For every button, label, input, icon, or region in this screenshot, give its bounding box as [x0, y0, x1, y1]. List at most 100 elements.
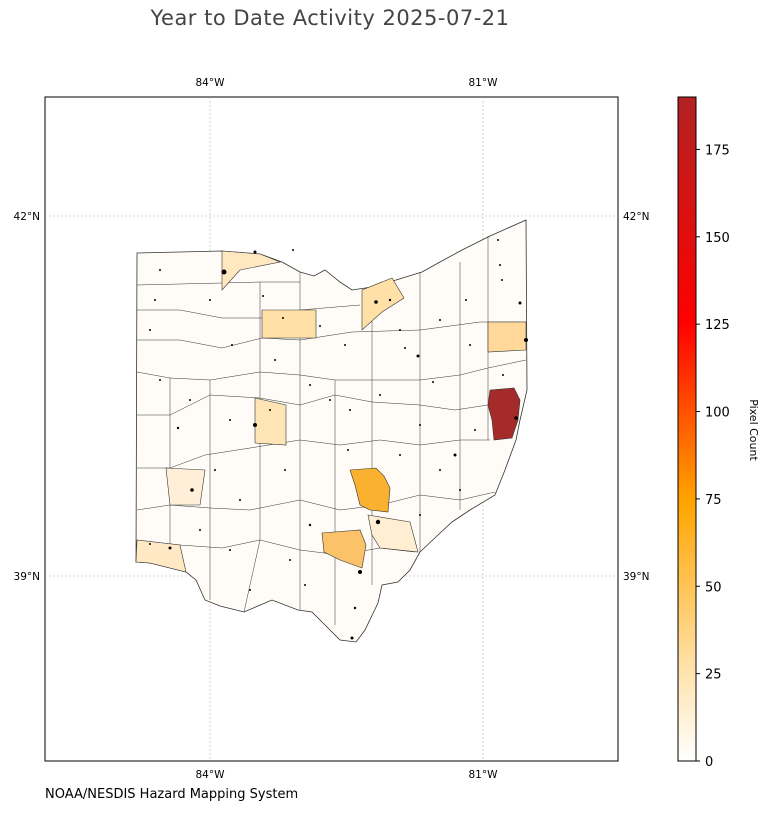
hotspot-dot — [189, 399, 191, 401]
hotspot-dot — [308, 523, 312, 527]
county-highlight-mid — [321, 529, 367, 569]
hotspot-dot — [149, 543, 151, 545]
hotspot-dot — [159, 269, 161, 271]
hotspot-dot — [309, 384, 311, 386]
hotspot-dot — [176, 426, 180, 430]
county-borders — [136, 236, 527, 625]
hotspot-points — [149, 239, 528, 640]
colorbar-tick-label: 75 — [705, 493, 722, 508]
lat-label-right-39: 39°N — [623, 571, 649, 583]
hotspot-dot — [439, 319, 441, 321]
hotspot-dot — [282, 317, 284, 319]
county-highlight-low — [254, 397, 287, 446]
hotspot-dot — [375, 519, 381, 525]
hotspot-dot — [214, 469, 216, 471]
hotspot-dot — [159, 379, 161, 381]
county-highlight-high — [349, 467, 391, 513]
hotspot-dot — [231, 344, 233, 346]
hotspot-dot — [284, 469, 286, 471]
hotspot-dot — [399, 329, 401, 331]
county-highlight-low — [261, 309, 317, 339]
hotspot-dot — [329, 399, 331, 401]
lon-label-bottom-84: 84°W — [196, 769, 226, 781]
hotspot-dot — [262, 295, 264, 297]
hotspot-dot — [399, 454, 401, 456]
county-highlight-low — [361, 277, 405, 331]
colorbar-tick-label: 25 — [705, 668, 722, 683]
hotspot-dot — [347, 449, 349, 451]
hotspot-dot — [388, 298, 392, 302]
hotspot-dot — [304, 584, 306, 586]
hotspot-dot — [469, 344, 471, 346]
lat-label-left-42: 42°N — [14, 211, 40, 223]
hotspot-dot — [350, 636, 354, 640]
county-highlight-low — [367, 514, 419, 553]
colorbar-tick-label: 50 — [705, 580, 722, 595]
hotspot-dot — [453, 453, 457, 457]
hotspot-dot — [524, 338, 528, 342]
hotspot-dot — [199, 529, 201, 531]
colorbar-tick-label: 150 — [705, 231, 730, 246]
map-title: Year to Date Activity 2025-07-21 — [150, 6, 510, 30]
hotspot-dot — [190, 488, 194, 492]
hotspot-dot — [465, 299, 467, 301]
county-highlight-low — [221, 250, 282, 291]
county-highlight-low — [135, 539, 187, 573]
hotspot-dot — [253, 423, 257, 427]
hotspot-dot — [209, 299, 211, 301]
hotspot-dot — [239, 499, 241, 501]
axis-labels: 84°W 81°W 84°W 81°W 42°N 39°N 42°N 39°N — [14, 77, 650, 781]
hotspot-dot — [229, 549, 231, 551]
hotspot-dot — [289, 559, 291, 561]
colorbar-tick-label: 0 — [705, 755, 713, 770]
hotspot-dot — [269, 409, 271, 411]
lat-label-right-42: 42°N — [623, 211, 649, 223]
county-highlight-max — [487, 387, 521, 441]
colorbar-ticks: 0 25 50 75 100 125 150 175 — [696, 143, 730, 770]
state-outline — [135, 219, 528, 643]
hotspot-dot — [253, 250, 257, 254]
hotspot-dot — [168, 546, 172, 550]
hotspot-dot — [353, 606, 357, 610]
hotspot-dot — [518, 301, 522, 305]
hotspot-dot — [432, 381, 434, 383]
hotspot-dot — [379, 394, 381, 396]
hotspot-dot — [274, 359, 276, 361]
hotspot-dot — [439, 469, 441, 471]
lon-label-bottom-81: 81°W — [469, 769, 499, 781]
county-highlight-low — [165, 467, 206, 506]
hotspot-dot — [404, 347, 406, 349]
county-highlight-low — [487, 321, 527, 353]
hotspot-dot — [497, 239, 499, 241]
hotspot-dot — [419, 424, 421, 426]
hotspot-dot — [292, 249, 294, 251]
hotspot-dot — [249, 589, 251, 591]
hotspot-dot — [374, 300, 378, 304]
colorbar — [677, 96, 697, 762]
ohio-outline — [135, 219, 528, 643]
hotspot-dot — [149, 329, 151, 331]
lon-label-top-81: 81°W — [469, 77, 499, 89]
colorbar-tick-label: 125 — [705, 318, 730, 333]
county-line — [136, 236, 527, 625]
hotspot-dot — [358, 570, 362, 574]
hotspot-dot — [229, 419, 231, 421]
hotspot-dot — [344, 344, 346, 346]
hotspot-dot — [419, 514, 421, 516]
county-fills — [135, 250, 527, 573]
hotspot-dot — [459, 489, 461, 491]
hotspot-dot — [416, 354, 420, 358]
colorbar-label: Pixel Count — [747, 399, 760, 461]
hotspot-dot — [474, 429, 476, 431]
hotspot-dot — [514, 416, 518, 420]
colorbar-tick-label: 100 — [705, 406, 730, 421]
source-credit: NOAA/NESDIS Hazard Mapping System — [45, 787, 299, 802]
hotspot-dot — [501, 279, 503, 281]
lon-label-top-84: 84°W — [196, 77, 226, 89]
hotspot-dot — [154, 299, 156, 301]
hotspot-dot — [319, 325, 321, 327]
lat-label-left-39: 39°N — [14, 571, 40, 583]
hotspot-dot — [349, 409, 351, 411]
hotspot-dot — [499, 264, 501, 266]
